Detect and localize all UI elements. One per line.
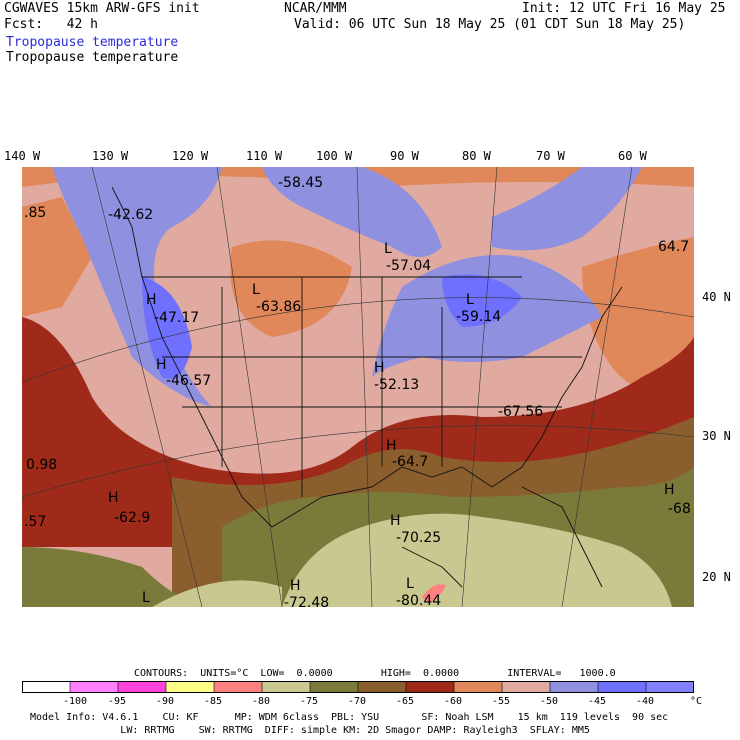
map-label: H	[386, 438, 397, 454]
map-label: -70.25	[396, 530, 441, 546]
tropopause-temperature-map: -58.45 .85 -42.62 L -57.04 64.7 H L -47.…	[22, 167, 694, 607]
valid-time: Valid: 06 UTC Sun 18 May 25 (01 CDT Sun …	[294, 17, 686, 32]
colorbar-tick: -60	[444, 696, 463, 707]
colorbar-cell	[645, 681, 694, 693]
lon-label: 60 W	[618, 149, 647, 163]
map-label: L	[466, 292, 474, 308]
colorbar-tick: -40	[636, 696, 655, 707]
model-info-line2: LW: RRTMG SW: RRTMG DIFF: simple KM: 2D …	[30, 725, 590, 736]
lon-label: 110 W	[246, 149, 283, 163]
map-label: H	[664, 482, 675, 498]
source-label: NCAR/MMM	[284, 1, 347, 16]
colorbar-tick: -90	[156, 696, 175, 707]
map-label: -47.17	[154, 310, 199, 326]
map-label: .85	[24, 205, 46, 221]
colorbar-cell	[501, 681, 551, 693]
colorbar-tick: -75	[300, 696, 319, 707]
field-title-blue: Tropopause temperature	[6, 35, 179, 50]
colorbar-cell	[117, 681, 167, 693]
map-label: -64.7	[392, 454, 428, 470]
lon-label: 130 W	[92, 149, 129, 163]
lon-label: 70 W	[536, 149, 565, 163]
map-label: L	[252, 282, 260, 298]
map-label: H	[290, 578, 301, 594]
map-label: -42.62	[108, 207, 153, 223]
colorbar-cell	[22, 681, 71, 693]
colorbar-tick: -65	[396, 696, 415, 707]
lat-label: 40 N	[702, 290, 731, 304]
lat-label: 30 N	[702, 429, 731, 443]
map-label: H	[374, 360, 385, 376]
colorbar-cell	[357, 681, 407, 693]
colorbar-cell	[213, 681, 263, 693]
map-label: H	[156, 357, 167, 373]
colorbar-cell	[165, 681, 215, 693]
colorbar-cell	[597, 681, 647, 693]
colorbar-tick: -45	[588, 696, 607, 707]
map-label: L	[142, 590, 150, 606]
map-label: -52.13	[374, 377, 419, 393]
colorbar-tick: -100	[63, 696, 88, 707]
colorbar	[22, 681, 694, 693]
colorbar-cell	[453, 681, 503, 693]
map-label: -63.86	[256, 299, 301, 315]
colorbar-tick: -80	[252, 696, 271, 707]
map-label: L	[406, 576, 414, 592]
lat-label: 20 N	[702, 570, 731, 584]
contours-info: CONTOURS: UNITS=°C LOW= 0.0000 HIGH= 0.0…	[134, 668, 616, 679]
map-label: .57	[24, 514, 46, 530]
init-time: Init: 12 UTC Fri 16 May 25	[522, 1, 726, 16]
map-label: -62.9	[114, 510, 150, 526]
model-title: CGWAVES 15km ARW-GFS init	[4, 1, 200, 16]
colorbar-tick: -50	[540, 696, 559, 707]
colorbar-cell	[549, 681, 599, 693]
map-label: L	[384, 241, 392, 257]
colorbar-cell	[405, 681, 455, 693]
map-label: 64.7	[658, 239, 689, 255]
map-label: 0.98	[26, 457, 57, 473]
colorbar-cell	[261, 681, 311, 693]
map-label: -46.57	[166, 373, 211, 389]
colorbar-tick: -85	[204, 696, 223, 707]
map-label: -68	[668, 501, 691, 517]
map-label: -59.14	[456, 309, 501, 325]
lon-label: 80 W	[462, 149, 491, 163]
map-label: H	[146, 292, 157, 308]
colorbar-tick: -55	[492, 696, 511, 707]
lon-label: 140 W	[4, 149, 41, 163]
field-title: Tropopause temperature	[6, 50, 179, 65]
map-label: H	[390, 513, 401, 529]
forecast-hour: Fcst: 42 h	[4, 17, 98, 32]
map-label: -67.56	[498, 404, 543, 420]
colorbar-tick: -70	[348, 696, 367, 707]
colorbar-unit: °C	[690, 696, 703, 707]
map-label: H	[108, 490, 119, 506]
map-label: -57.04	[386, 258, 431, 274]
lon-label: 100 W	[316, 149, 353, 163]
map-label: -58.45	[278, 175, 323, 191]
lon-label: 120 W	[172, 149, 209, 163]
colorbar-cell	[69, 681, 119, 693]
map-label: -72.48	[284, 595, 329, 607]
colorbar-tick: -95	[108, 696, 127, 707]
colorbar-cell	[309, 681, 359, 693]
map-label: -80.44	[396, 593, 441, 607]
lon-label: 90 W	[390, 149, 419, 163]
model-info-line1: Model Info: V4.6.1 CU: KF MP: WDM 6class…	[30, 712, 669, 723]
